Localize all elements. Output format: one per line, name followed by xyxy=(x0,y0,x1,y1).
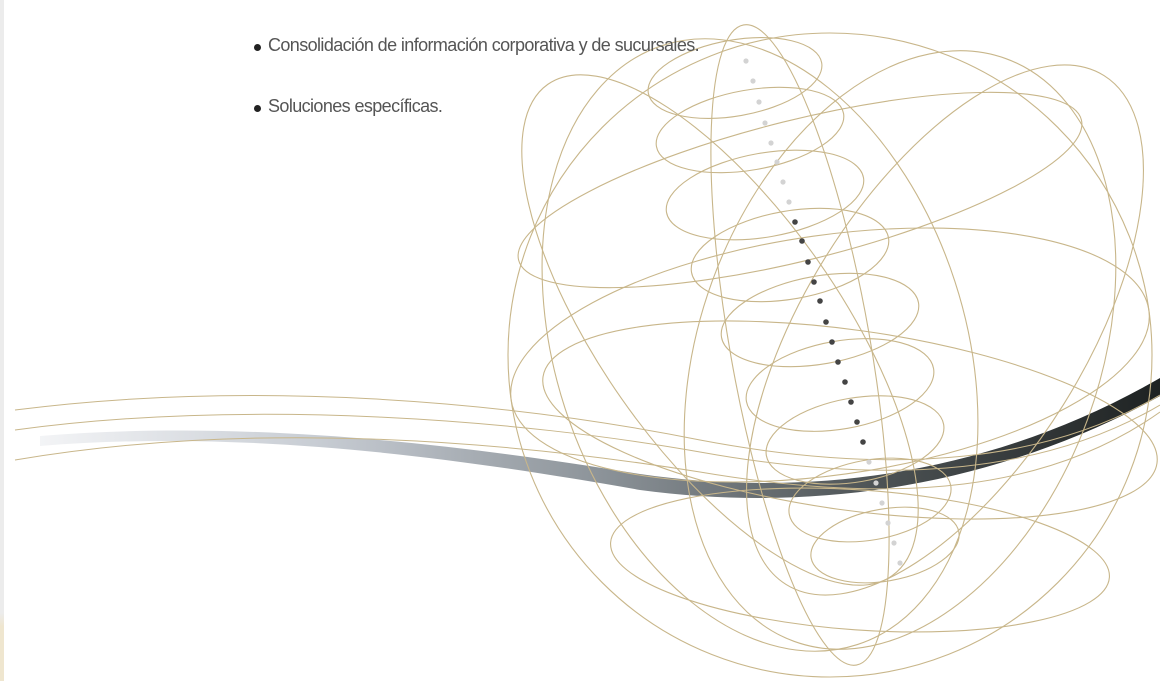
globe-axis-dots xyxy=(743,58,903,566)
bullet-item: Consolidación de información corporativa… xyxy=(250,30,700,60)
feature-bullet-list: Consolidación de información corporativa… xyxy=(250,30,700,152)
wireframe-globe-icon xyxy=(507,24,1158,678)
left-edge-strip xyxy=(0,0,4,681)
bullet-item: Soluciones específicas. xyxy=(250,91,699,121)
